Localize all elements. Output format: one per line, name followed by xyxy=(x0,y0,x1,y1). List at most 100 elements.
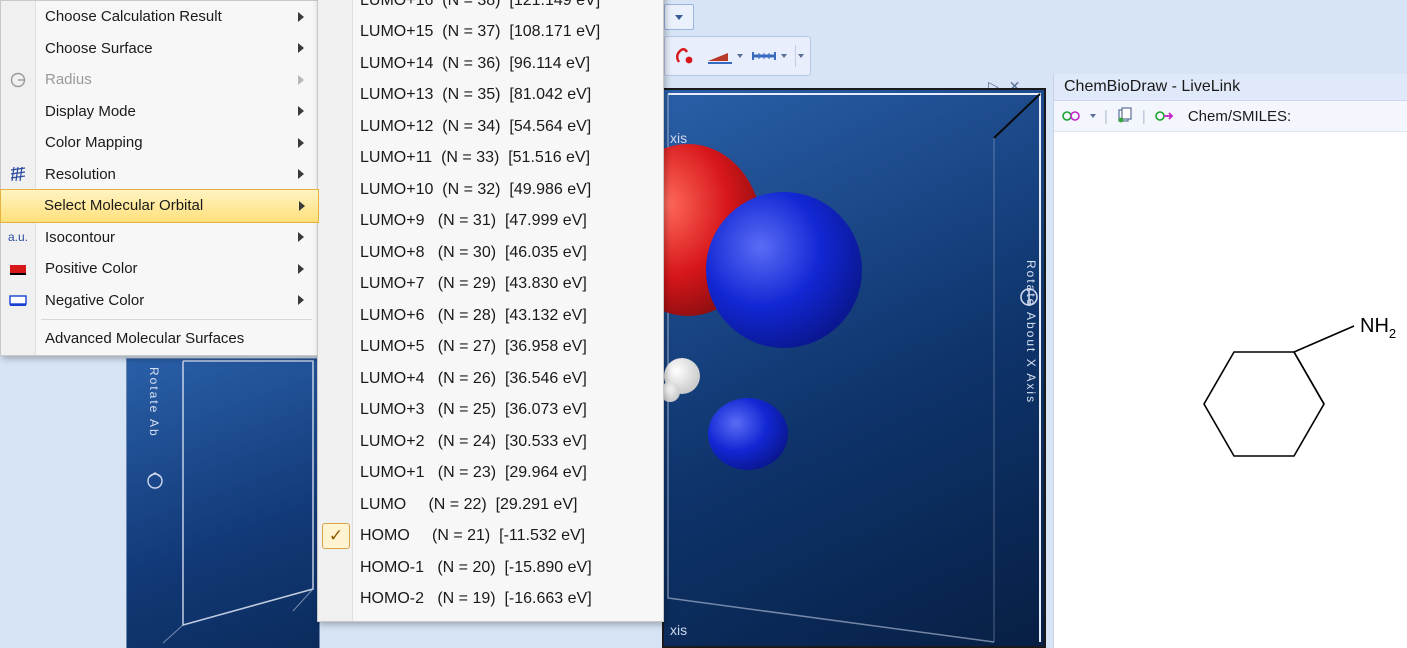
toolbar-orbital-icon[interactable] xyxy=(669,43,699,69)
select-orbital-submenu: LUMO+16 (N = 38) [121.149 eV] LUMO+15 (N … xyxy=(317,0,664,622)
viewport-3d-main[interactable]: xis xis Rotate About X Axis xyxy=(662,88,1046,648)
orbital-item[interactable]: HOMO (N = 21) [-11.532 eV] ✓ xyxy=(318,521,663,553)
menu-item-label: Choose Calculation Result xyxy=(45,8,222,25)
orbital-item[interactable]: LUMO+6 (N = 28) [43.132 eV] xyxy=(318,300,663,332)
rotate-about-x-handle[interactable]: Rotate About X Axis xyxy=(1024,260,1038,404)
menu-item-advanced-molecular-surfaces[interactable]: Advanced Molecular Surfaces xyxy=(1,323,318,355)
orbital-item-label: LUMO+4 (N = 26) [36.546 eV] xyxy=(360,370,587,388)
orbital-item[interactable]: LUMO+4 (N = 26) [36.546 eV] xyxy=(318,363,663,395)
orbital-item-label: LUMO+2 (N = 24) [30.533 eV] xyxy=(360,433,587,451)
orbital-item[interactable]: LUMO+13 (N = 35) [81.042 eV] xyxy=(318,80,663,112)
chevron-right-icon xyxy=(298,295,304,305)
cbd-copy-icon[interactable] xyxy=(1116,107,1134,125)
toolbar-separator-2: | xyxy=(1142,108,1146,125)
orbital-item[interactable]: LUMO+9 (N = 31) [47.999 eV] xyxy=(318,206,663,238)
toolbar-bond-icon[interactable] xyxy=(749,43,779,69)
menu-item-positive-color[interactable]: Positive Color xyxy=(1,253,318,285)
chevron-right-icon xyxy=(298,43,304,53)
toolbar-wedge-icon[interactable] xyxy=(705,43,735,69)
orbital-item[interactable]: LUMO (N = 22) [29.291 eV] xyxy=(318,489,663,521)
grid-icon xyxy=(1,159,35,191)
menu-item-display-mode[interactable]: Display Mode xyxy=(1,96,318,128)
menu-item-label: Select Molecular Orbital xyxy=(44,197,203,214)
secondary-toolbar xyxy=(664,36,811,76)
rotate-gizmo-thumb-icon[interactable] xyxy=(145,471,165,491)
orbital-item[interactable]: LUMO+1 (N = 23) [29.964 eV] xyxy=(318,458,663,490)
toolbar-separator: | xyxy=(1104,108,1108,125)
orbital-lobe-blue-small xyxy=(708,398,788,470)
orbital-item-label: LUMO+1 (N = 23) [29.964 eV] xyxy=(360,464,587,482)
orbital-item[interactable]: LUMO+14 (N = 36) [96.114 eV] xyxy=(318,48,663,80)
menu-item-label: Display Mode xyxy=(45,103,136,120)
chembiodraw-canvas[interactable]: NH2 xyxy=(1054,132,1407,636)
rotate-gizmo-icon[interactable] xyxy=(1018,286,1040,308)
cbd-new-icon[interactable] xyxy=(1062,107,1082,125)
menu-item-radius: Radius xyxy=(1,64,318,96)
orbital-item-label: LUMO+14 (N = 36) [96.114 eV] xyxy=(360,55,590,73)
toolbar-overflow[interactable] xyxy=(795,45,806,67)
molecule-nh: NH xyxy=(1360,315,1389,337)
menu-item-isocontour[interactable]: Isocontoura.u. xyxy=(1,222,318,254)
menu-item-choose-calculation-result[interactable]: Choose Calculation Result xyxy=(1,1,318,33)
orbital-item[interactable]: LUMO+10 (N = 32) [49.986 eV] xyxy=(318,174,663,206)
menu-item-choose-surface[interactable]: Choose Surface xyxy=(1,33,318,65)
chevron-right-icon xyxy=(298,106,304,116)
orbital-item-label: HOMO (N = 21) [-11.532 eV] xyxy=(360,527,585,545)
positive-color-icon xyxy=(1,253,35,285)
orbital-item[interactable]: LUMO+15 (N = 37) [108.171 eV] xyxy=(318,17,663,49)
chembiodraw-panel: ChemBioDraw - LiveLink | | Chem/SMIL xyxy=(1053,74,1407,648)
menu-item-label: Positive Color xyxy=(45,260,138,277)
toolbar-wedge-dropdown[interactable] xyxy=(737,54,743,58)
negative-color-icon xyxy=(1,285,35,317)
orbital-item-label: LUMO+6 (N = 28) [43.132 eV] xyxy=(360,307,587,325)
orbital-item[interactable]: LUMO+7 (N = 29) [43.830 eV] xyxy=(318,269,663,301)
toolbar-bond-dropdown[interactable] xyxy=(781,54,787,58)
chevron-right-icon xyxy=(298,75,304,85)
menu-item-color-mapping[interactable]: Color Mapping xyxy=(1,127,318,159)
orbital-item-label: HOMO-1 (N = 20) [-15.890 eV] xyxy=(360,559,592,577)
orbital-item-label: LUMO+12 (N = 34) [54.564 eV] xyxy=(360,118,591,136)
toolbar-dropdown-remnant[interactable] xyxy=(664,4,694,30)
menu-item-label: Radius xyxy=(45,71,92,88)
cbd-new-dropdown[interactable] xyxy=(1090,114,1096,118)
orbital-item-label: LUMO+3 (N = 25) [36.073 eV] xyxy=(360,401,587,419)
orbital-item[interactable]: LUMO+5 (N = 27) [36.958 eV] xyxy=(318,332,663,364)
orbital-item[interactable]: LUMO+12 (N = 34) [54.564 eV] xyxy=(318,111,663,143)
orbital-item[interactable]: LUMO+8 (N = 30) [46.035 eV] xyxy=(318,237,663,269)
chembiodraw-toolbar: | | Chem/SMILES: xyxy=(1054,101,1407,132)
menu-item-select-molecular-orbital[interactable]: Select Molecular Orbital xyxy=(0,189,319,223)
menu-item-label: Advanced Molecular Surfaces xyxy=(45,330,244,347)
menu-item-label: Resolution xyxy=(45,166,116,183)
molecule-sub: 2 xyxy=(1389,326,1396,341)
orbital-item-label: LUMO+13 (N = 35) [81.042 eV] xyxy=(360,86,591,104)
chevron-right-icon xyxy=(298,169,304,179)
orbital-item[interactable]: LUMO+3 (N = 25) [36.073 eV] xyxy=(318,395,663,427)
radius-icon xyxy=(1,64,35,96)
check-icon: ✓ xyxy=(322,523,350,549)
menu-separator xyxy=(41,319,312,320)
orbital-item[interactable]: HOMO-2 (N = 19) [-16.663 eV] xyxy=(318,584,663,616)
chevron-right-icon xyxy=(298,232,304,242)
chembiodraw-title: ChemBioDraw - LiveLink xyxy=(1054,74,1407,101)
menu-item-negative-color[interactable]: Negative Color xyxy=(1,285,318,317)
orbital-item-label: LUMO+15 (N = 37) [108.171 eV] xyxy=(360,23,600,41)
orbital-lobe-blue xyxy=(706,192,862,348)
svg-text:NH2: NH2 xyxy=(1360,315,1396,341)
axis-label-top: xis xyxy=(670,130,687,146)
chevron-right-icon xyxy=(299,201,305,211)
orbital-item[interactable]: LUMO+11 (N = 33) [51.516 eV] xyxy=(318,143,663,175)
orbital-item[interactable]: HOMO-1 (N = 20) [-15.890 eV] xyxy=(318,552,663,584)
orbital-item[interactable]: LUMO+16 (N = 38) [121.149 eV] xyxy=(318,0,663,17)
viewport-3d-thumbnail[interactable]: Rotate Ab xyxy=(126,358,320,648)
cbd-sync-icon[interactable] xyxy=(1154,107,1174,125)
orbital-item-label: LUMO+11 (N = 33) [51.516 eV] xyxy=(360,149,590,167)
menu-item-label: Negative Color xyxy=(45,292,144,309)
orbital-item[interactable]: LUMO+2 (N = 24) [30.533 eV] xyxy=(318,426,663,458)
orbital-item-label: LUMO+16 (N = 38) [121.149 eV] xyxy=(360,0,600,10)
menu-item-resolution[interactable]: Resolution xyxy=(1,159,318,191)
orbital-item-label: LUMO+8 (N = 30) [46.035 eV] xyxy=(360,244,587,262)
rotate-label-thumbnail[interactable]: Rotate Ab xyxy=(147,367,161,438)
orbital-item-label: LUMO (N = 22) [29.291 eV] xyxy=(360,496,577,514)
orbital-item-label: LUMO+9 (N = 31) [47.999 eV] xyxy=(360,212,587,230)
chevron-right-icon xyxy=(298,138,304,148)
